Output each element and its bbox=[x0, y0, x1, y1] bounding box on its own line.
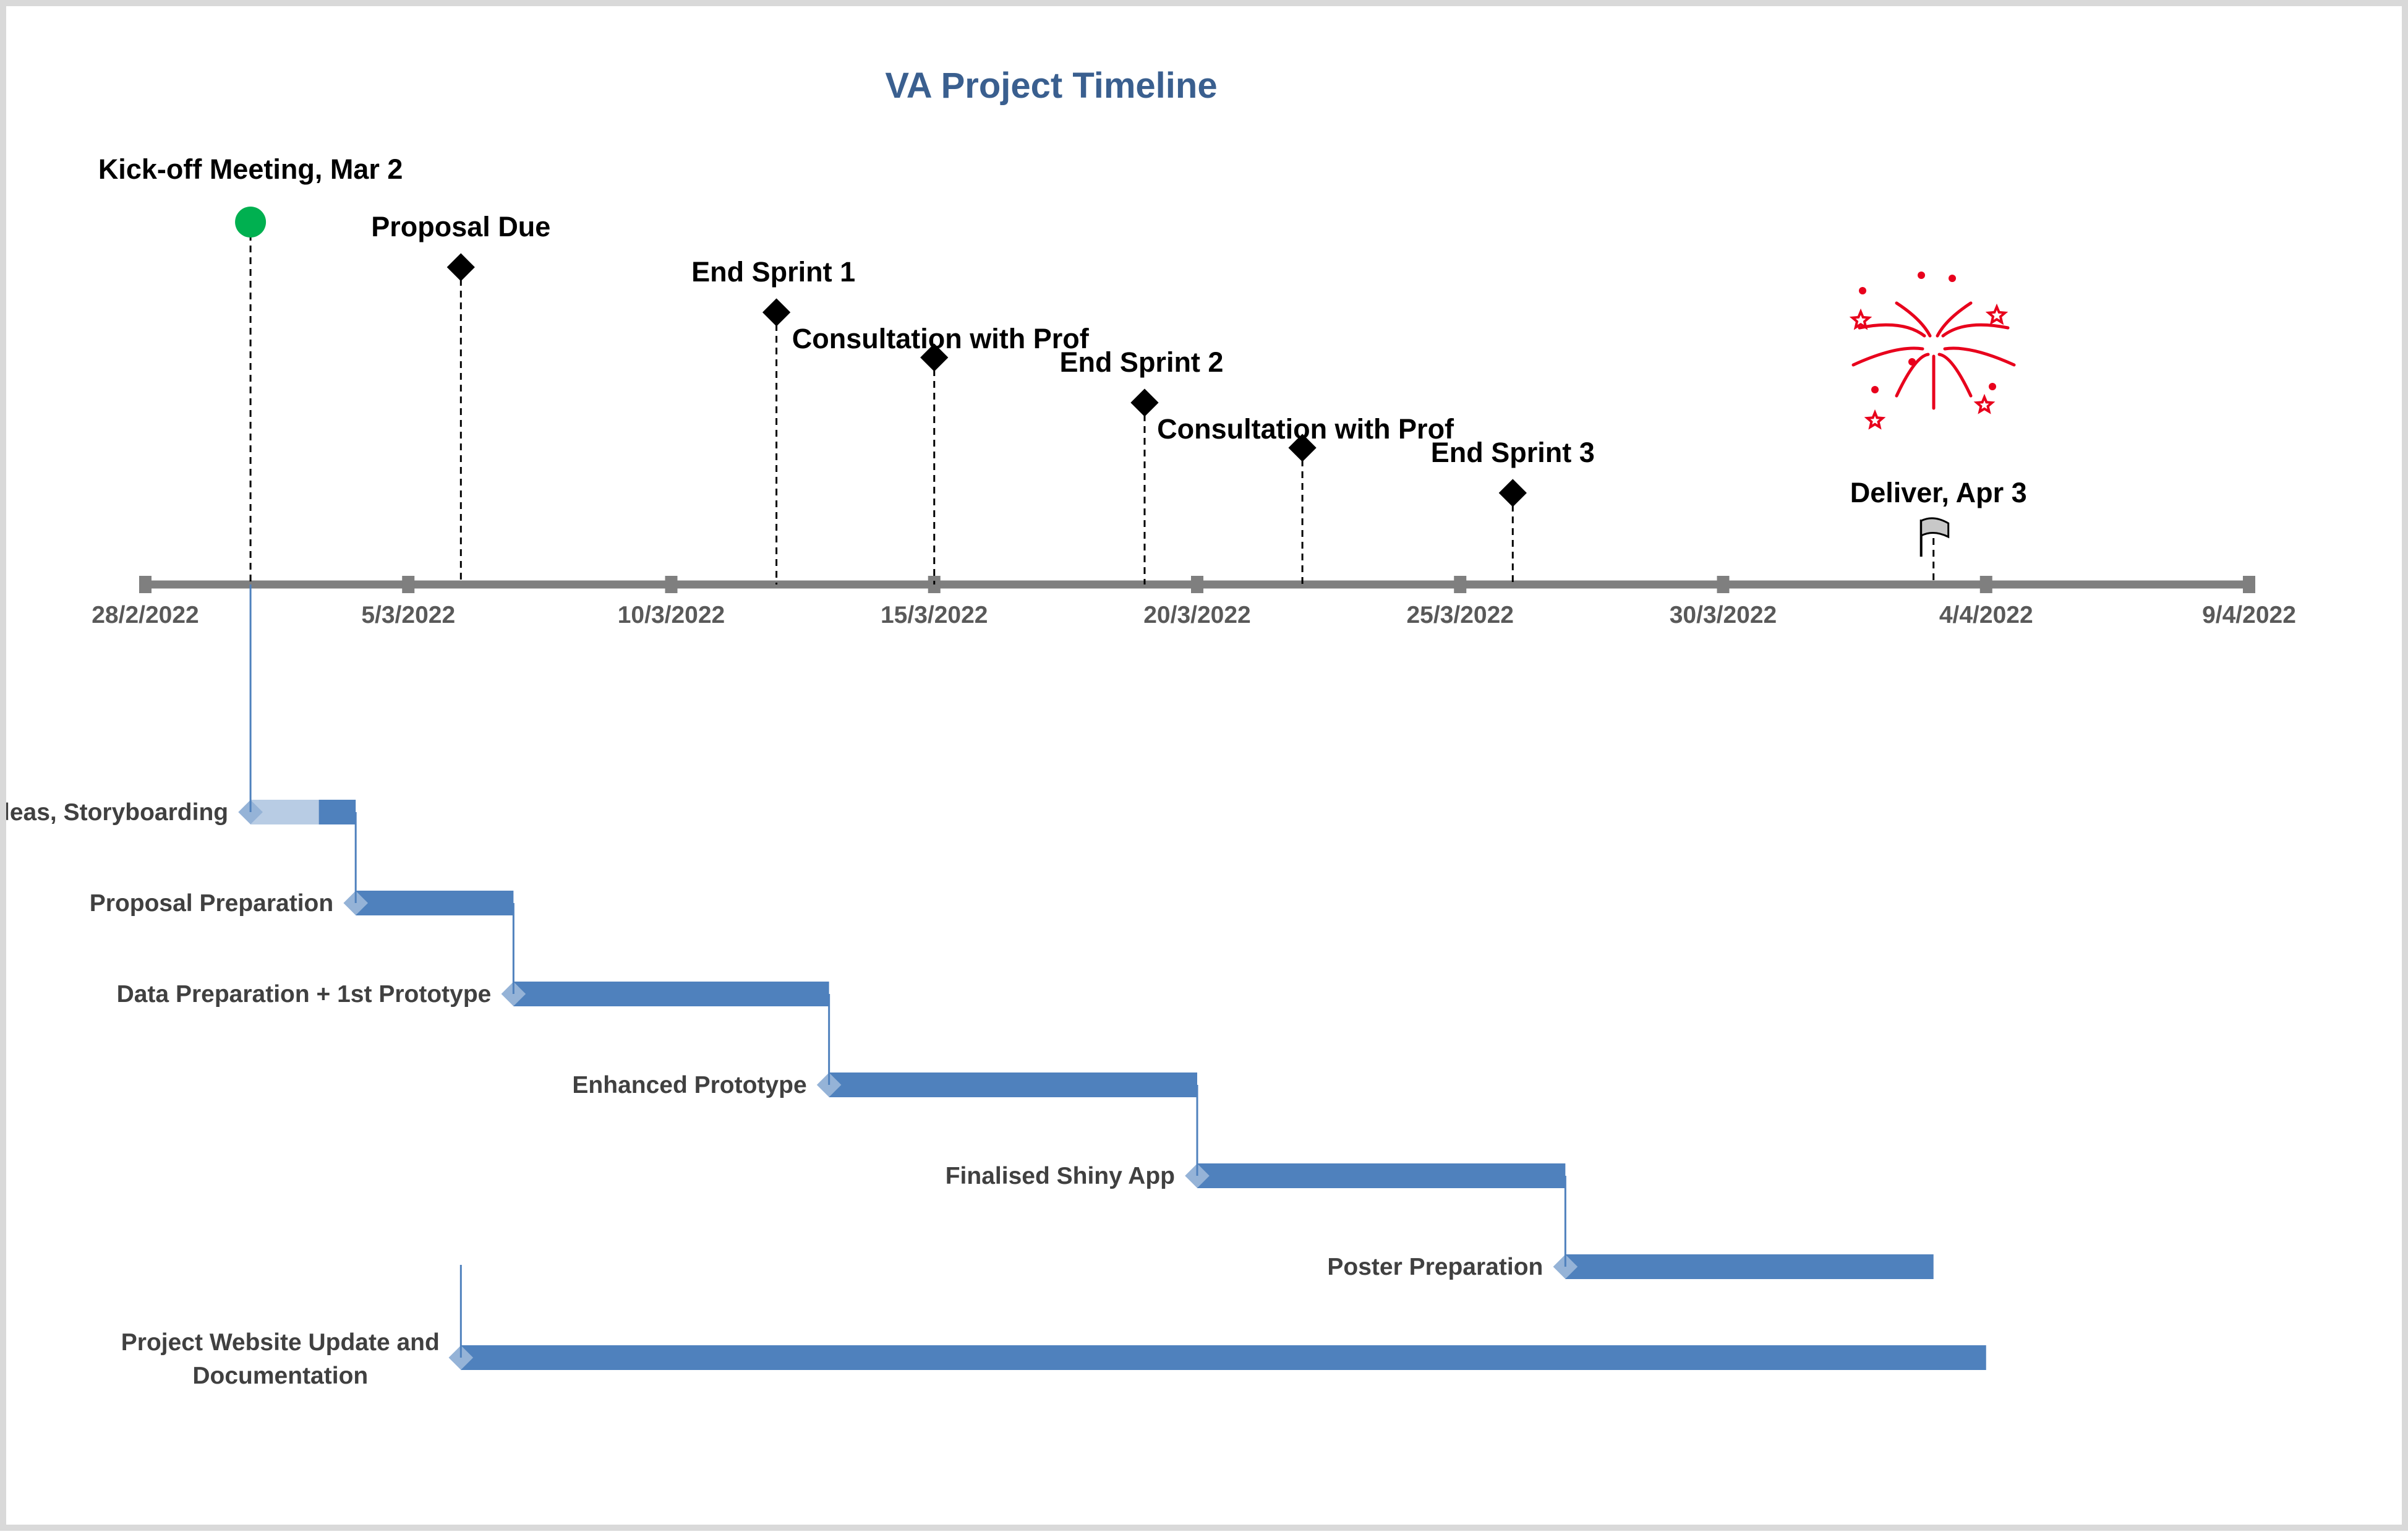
firework-streak bbox=[1858, 323, 1926, 338]
milestone: End Sprint 1 bbox=[691, 256, 855, 584]
milestone-diamond-marker bbox=[920, 343, 949, 372]
axis-tick bbox=[139, 576, 152, 593]
milestone-diamond-marker bbox=[446, 253, 475, 281]
tick-label: 9/4/2022 bbox=[2202, 602, 2296, 628]
milestone-label: Proposal Due bbox=[371, 211, 550, 242]
task-label: Poster Preparation bbox=[1327, 1254, 1543, 1280]
milestone-label: Deliver, Apr 3 bbox=[1850, 477, 2027, 508]
milestone-diamond-marker bbox=[1288, 434, 1317, 462]
checkered-flag-icon bbox=[1920, 517, 1950, 539]
task-row: Proposal Preparation bbox=[90, 812, 514, 917]
tick-label: 4/4/2022 bbox=[1939, 602, 2033, 628]
task-label: Documentation bbox=[192, 1363, 368, 1389]
tick-label: 20/3/2022 bbox=[1143, 602, 1251, 628]
firework-spark bbox=[1989, 383, 1996, 390]
task-row: Enhanced Prototype bbox=[572, 994, 1197, 1098]
axis-tick bbox=[1191, 576, 1203, 593]
milestone: Deliver, Apr 3 bbox=[1850, 477, 2027, 584]
axis-tick bbox=[402, 576, 415, 593]
milestone: End Sprint 2 bbox=[1059, 346, 1223, 584]
axis-tick bbox=[665, 576, 678, 593]
firework-star bbox=[1985, 303, 2009, 325]
axis-tick bbox=[1979, 576, 1992, 593]
task-label: Enhanced Prototype bbox=[572, 1072, 806, 1098]
chart-title: VA Project Timeline bbox=[885, 66, 1217, 106]
task-label: Project Ideas, Storyboarding bbox=[6, 799, 228, 826]
firework-streak bbox=[1943, 346, 2016, 367]
task-bar bbox=[1197, 1163, 1566, 1188]
task-label: Data Preparation + 1st Prototype bbox=[117, 981, 492, 1008]
milestone-label: End Sprint 3 bbox=[1431, 437, 1595, 468]
task-label: Finalised Shiny App bbox=[946, 1163, 1175, 1189]
milestone-label: Kick-off Meeting, Mar 2 bbox=[98, 153, 403, 185]
fireworks-icon bbox=[1849, 272, 2016, 430]
task-bar bbox=[513, 982, 829, 1006]
milestone-diamond-marker bbox=[1498, 479, 1527, 507]
firework-streak bbox=[1941, 323, 2010, 338]
axis-tick bbox=[1454, 576, 1467, 593]
task-bar bbox=[829, 1072, 1197, 1097]
firework-spark bbox=[1908, 358, 1916, 366]
milestone-diamond-marker bbox=[762, 298, 791, 327]
tick-label: 25/3/2022 bbox=[1406, 602, 1514, 628]
firework-streak bbox=[1851, 346, 1924, 367]
milestone: Consultation with Prof bbox=[792, 323, 1090, 584]
tick-label: 15/3/2022 bbox=[881, 602, 988, 628]
axis-tick bbox=[1717, 576, 1730, 593]
milestone-label: Consultation with Prof bbox=[1157, 413, 1454, 445]
tick-label: 30/3/2022 bbox=[1670, 602, 1777, 628]
firework-star bbox=[1849, 308, 1872, 330]
task-label: Project Website Update and bbox=[121, 1329, 440, 1356]
milestone-diamond-marker bbox=[1130, 388, 1159, 417]
tick-label: 5/3/2022 bbox=[361, 602, 455, 628]
firework-streak bbox=[1895, 353, 1930, 398]
firework-spark bbox=[1871, 386, 1879, 393]
task-bar bbox=[461, 1345, 1986, 1370]
milestone-label: Consultation with Prof bbox=[792, 323, 1090, 354]
firework-star bbox=[1973, 393, 1996, 414]
timeline-axis: 28/2/2022 5/3/2022 10/3/2022 15/3/2022 20/3/… bbox=[92, 576, 2296, 628]
tasks: Project Ideas, Storyboarding Proposal Pre… bbox=[6, 584, 1986, 1389]
task-label: Proposal Preparation bbox=[90, 890, 333, 917]
kickoff-circle-marker bbox=[235, 207, 267, 238]
firework-streak bbox=[1895, 301, 1932, 338]
firework-spark bbox=[1918, 272, 1925, 279]
task-row: Project Website Update and Documentation bbox=[121, 1265, 1986, 1389]
firework-star bbox=[1864, 409, 1886, 430]
milestones: Kick-off Meeting, Mar 2 Proposal Due End S… bbox=[98, 153, 2027, 584]
milestone-label: End Sprint 1 bbox=[691, 256, 855, 288]
milestone-label: End Sprint 2 bbox=[1059, 346, 1223, 378]
axis-tick bbox=[2243, 576, 2255, 593]
task-row: Data Preparation + 1st Prototype bbox=[117, 903, 829, 1008]
firework-streak bbox=[1936, 301, 1973, 338]
milestone: Proposal Due bbox=[371, 211, 550, 584]
milestone: Kick-off Meeting, Mar 2 bbox=[98, 153, 403, 584]
firework-spark bbox=[1859, 287, 1866, 294]
timeline-chart: VA Project Timeline 28/2/2022 5/3/2022 10/… bbox=[6, 66, 2296, 1389]
task-row: Finalised Shiny App bbox=[946, 1085, 1566, 1189]
milestone: Consultation with Prof bbox=[1157, 413, 1454, 584]
tick-label: 10/3/2022 bbox=[618, 602, 725, 628]
firework-streak bbox=[1937, 353, 1973, 398]
task-bar bbox=[356, 891, 514, 915]
task-bar bbox=[1565, 1254, 1934, 1279]
task-row: Poster Preparation bbox=[1327, 1176, 1934, 1280]
firework-spark bbox=[1949, 275, 1956, 282]
milestone: End Sprint 3 bbox=[1431, 437, 1595, 584]
tick-label: 28/2/2022 bbox=[92, 602, 199, 628]
